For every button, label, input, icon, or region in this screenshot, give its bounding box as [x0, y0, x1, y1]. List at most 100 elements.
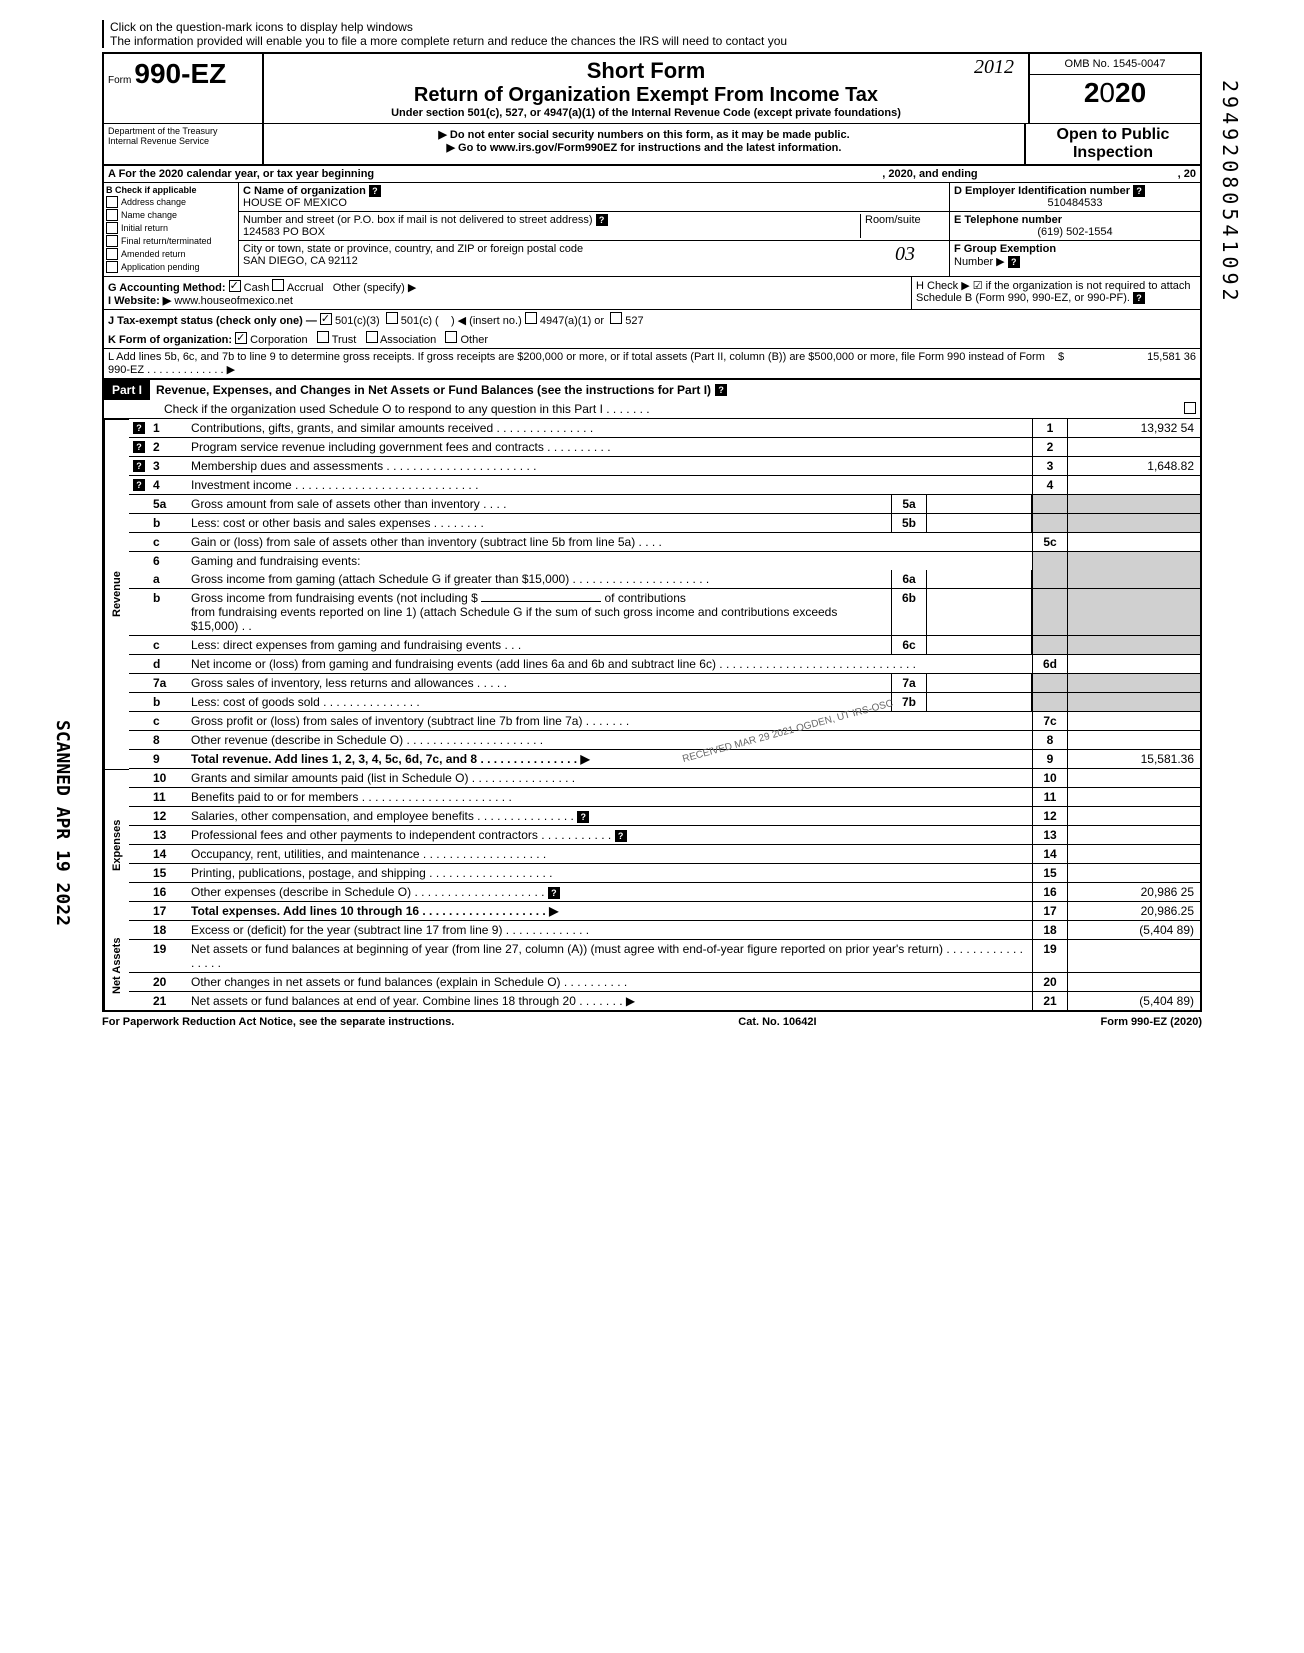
cb-trust[interactable] — [317, 331, 329, 343]
cb-501c[interactable] — [386, 312, 398, 324]
line-val — [1068, 533, 1200, 551]
help-icon[interactable]: ? — [133, 460, 145, 472]
line-val: 15,581.36 — [1068, 750, 1200, 768]
cb-corp[interactable] — [235, 332, 247, 344]
right-num — [1032, 570, 1068, 588]
line-val — [1068, 712, 1200, 730]
org-name: HOUSE OF MEXICO — [243, 197, 347, 209]
help-icon[interactable]: ? — [133, 422, 145, 434]
cb-accrual[interactable] — [272, 279, 284, 291]
line-num: c — [149, 712, 187, 730]
top-note-2: The information provided will enable you… — [110, 34, 1202, 48]
section-c: C Name of organization ? HOUSE OF MEXICO… — [239, 183, 950, 276]
lbl-assoc: Association — [380, 334, 436, 346]
line-val — [1068, 693, 1200, 711]
instr-2: ▶ Go to www.irs.gov/Form990EZ for instru… — [268, 141, 1020, 154]
line-num: 12 — [149, 807, 187, 825]
line-desc: Printing, publications, postage, and shi… — [187, 864, 1032, 882]
side-expenses: Expenses — [104, 769, 129, 921]
cb-501c3[interactable] — [320, 313, 332, 325]
schedule-o-text: Check if the organization used Schedule … — [164, 402, 650, 416]
help-icon[interactable]: ? — [615, 830, 627, 842]
right-num: 21 — [1032, 992, 1068, 1010]
cb-app-pending[interactable] — [106, 261, 118, 273]
right-num: 6d — [1032, 655, 1068, 673]
line-num: 10 — [149, 769, 187, 787]
return-title: Return of Organization Exempt From Incom… — [268, 84, 1024, 107]
line-desc: Professional fees and other payments to … — [187, 826, 1032, 844]
line-num: 19 — [149, 940, 187, 972]
lbl-other-org: Other — [460, 334, 488, 346]
form-prefix: Form — [108, 75, 131, 86]
help-icon[interactable]: ? — [133, 441, 145, 453]
cb-final-return[interactable] — [106, 235, 118, 247]
line-val: 13,932 54 — [1068, 419, 1200, 437]
mid-val — [927, 674, 1032, 692]
line-num: b — [149, 589, 187, 635]
line-num: d — [149, 655, 187, 673]
cb-cash[interactable] — [229, 280, 241, 292]
cb-assoc[interactable] — [366, 331, 378, 343]
line-val — [1068, 552, 1200, 570]
lbl-cash: Cash — [244, 282, 270, 294]
side-net-assets: Net Assets — [104, 921, 129, 1010]
mid-val — [927, 495, 1032, 513]
help-icon[interactable]: ? — [596, 214, 608, 226]
right-num: 15 — [1032, 864, 1068, 882]
help-icon[interactable]: ? — [133, 479, 145, 491]
help-icon[interactable]: ? — [1008, 256, 1020, 268]
phone-value: (619) 502-1554 — [954, 226, 1196, 238]
line-val — [1068, 674, 1200, 692]
line-val: 20,986.25 — [1068, 902, 1200, 920]
line-desc: Other revenue (describe in Schedule O) .… — [187, 731, 1032, 749]
line-desc: Total revenue. Add lines 1, 2, 3, 4, 5c,… — [187, 750, 1032, 768]
line-desc: Gross income from gaming (attach Schedul… — [187, 570, 891, 588]
cb-name-change[interactable] — [106, 209, 118, 221]
cb-amended[interactable] — [106, 248, 118, 260]
cb-other-org[interactable] — [445, 331, 457, 343]
section-de: D Employer Identification number ? 51048… — [950, 183, 1200, 276]
line-num: a — [149, 570, 187, 588]
line-desc: Gain or (loss) from sale of assets other… — [187, 533, 1032, 551]
help-icon[interactable]: ? — [1133, 185, 1145, 197]
line-desc: Contributions, gifts, grants, and simila… — [187, 419, 1032, 437]
right-num: 1 — [1032, 419, 1068, 437]
help-icon[interactable]: ? — [715, 384, 727, 396]
side-revenue: Revenue — [104, 419, 129, 769]
cb-initial-return[interactable] — [106, 222, 118, 234]
line-desc: Gross sales of inventory, less returns a… — [187, 674, 891, 692]
cb-527[interactable] — [610, 312, 622, 324]
line-num: 1 — [149, 419, 187, 437]
g-label: G Accounting Method: — [108, 282, 226, 294]
tax-year: 2020 — [1030, 75, 1200, 111]
right-num — [1032, 589, 1068, 635]
right-num: 5c — [1032, 533, 1068, 551]
cb-address-change[interactable] — [106, 196, 118, 208]
help-icon[interactable]: ? — [369, 185, 381, 197]
line-num: 20 — [149, 973, 187, 991]
help-icon[interactable]: ? — [1133, 292, 1145, 304]
dept-treasury: Department of the Treasury Internal Reve… — [104, 124, 264, 164]
row-a-label: A For the 2020 calendar year, or tax yea… — [108, 168, 374, 180]
help-icon[interactable]: ? — [577, 811, 589, 823]
line-val — [1068, 864, 1200, 882]
cb-schedule-o[interactable] — [1184, 402, 1196, 414]
line-desc: Gross profit or (loss) from sales of inv… — [187, 712, 1032, 730]
line-desc: Gaming and fundraising events: — [187, 552, 1032, 570]
right-num — [1032, 552, 1068, 570]
line-12-text: Salaries, other compensation, and employ… — [191, 809, 574, 823]
city-label: City or town, state or province, country… — [243, 243, 583, 255]
part1-header-row: Part I Revenue, Expenses, and Changes in… — [102, 380, 1202, 400]
help-icon[interactable]: ? — [548, 887, 560, 899]
footer: For Paperwork Reduction Act Notice, see … — [102, 1012, 1202, 1032]
scanned-stamp: SCANNED APR 19 2022 — [52, 720, 73, 926]
lbl-527: 527 — [625, 315, 643, 327]
cb-4947[interactable] — [525, 312, 537, 324]
line-val — [1068, 495, 1200, 513]
line-desc: Investment income . . . . . . . . . . . … — [187, 476, 1032, 494]
line-desc: Gross amount from sale of assets other t… — [187, 495, 891, 513]
row-a: A For the 2020 calendar year, or tax yea… — [102, 164, 1202, 183]
lbl-trust: Trust — [332, 334, 357, 346]
line-desc: Occupancy, rent, utilities, and maintena… — [187, 845, 1032, 863]
mid-num: 5a — [891, 495, 927, 513]
